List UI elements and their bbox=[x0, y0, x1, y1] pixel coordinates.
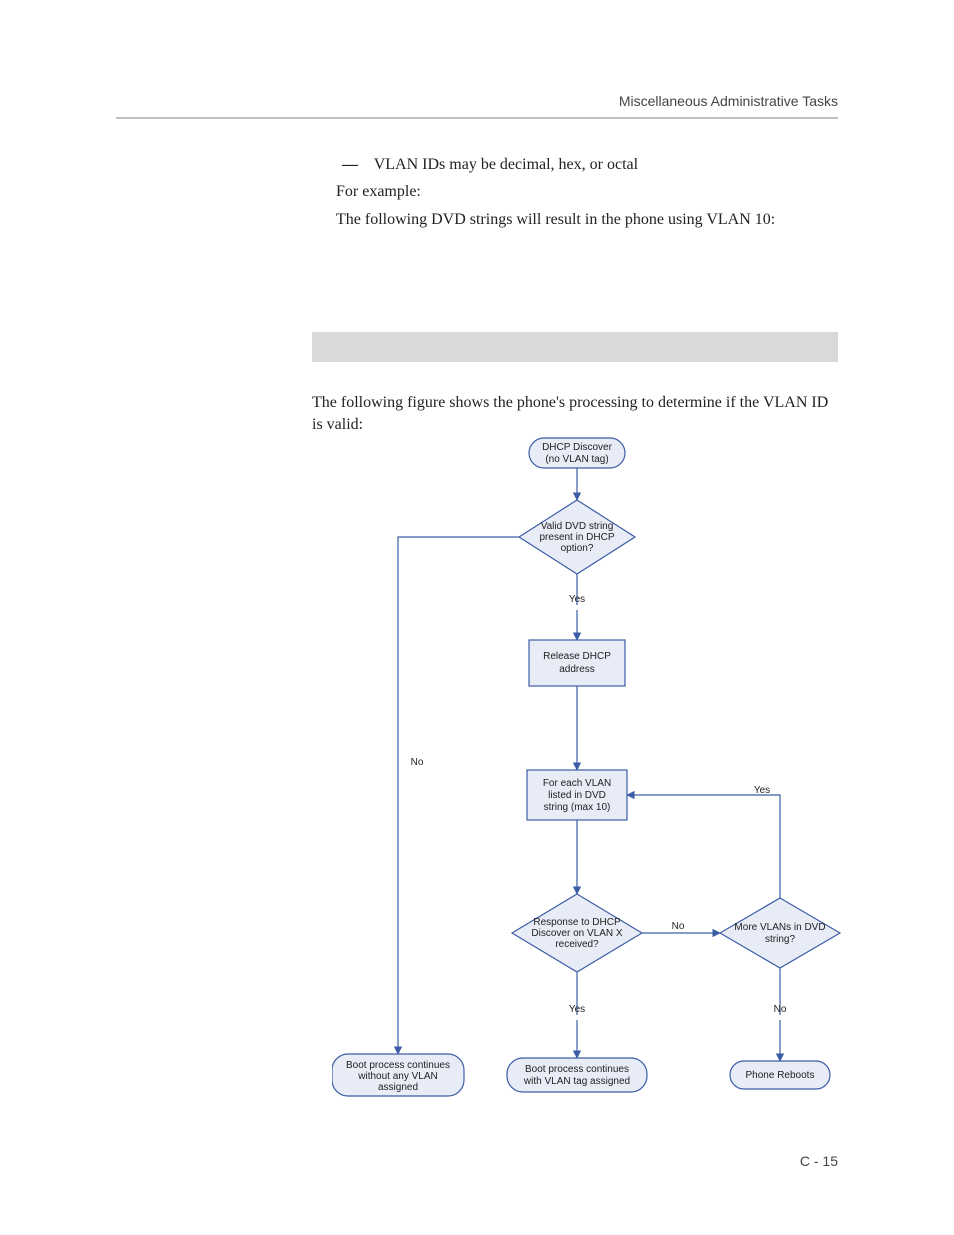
node-q3-line2: string? bbox=[765, 934, 795, 945]
node-start-line1: DHCP Discover bbox=[542, 442, 612, 453]
node-start-line2: (no VLAN tag) bbox=[545, 454, 608, 465]
header-rule bbox=[116, 117, 838, 119]
node-reboot-line1: Phone Reboots bbox=[746, 1070, 815, 1081]
node-q1-line1: Valid DVD string bbox=[541, 521, 614, 532]
node-q3-line1: More VLANs in DVD bbox=[734, 922, 825, 933]
label-no1: No bbox=[411, 757, 424, 768]
node-end-no-line1: Boot process continues bbox=[346, 1060, 450, 1071]
label-yes3: Yes bbox=[754, 785, 770, 796]
label-yes2: Yes bbox=[569, 1004, 585, 1015]
figure-intro: The following figure shows the phone's p… bbox=[312, 392, 838, 436]
grey-band bbox=[312, 332, 838, 362]
label-no3: No bbox=[774, 1004, 787, 1015]
page: Miscellaneous Administrative Tasks — VLA… bbox=[0, 0, 954, 1235]
node-end-no-line3: assigned bbox=[378, 1082, 418, 1093]
header-title: Miscellaneous Administrative Tasks bbox=[619, 93, 838, 109]
node-release bbox=[529, 640, 625, 686]
node-release-line2: address bbox=[559, 664, 595, 675]
node-q3 bbox=[720, 898, 840, 968]
flowchart: DHCP Discover (no VLAN tag) Valid DVD st… bbox=[332, 435, 842, 1135]
node-q1-line2: present in DHCP bbox=[539, 532, 614, 543]
node-release-line1: Release DHCP bbox=[543, 651, 611, 662]
edge-q1-no bbox=[398, 537, 519, 1054]
example-intro: For example: bbox=[336, 183, 421, 201]
bullet-vlan-ids: — VLAN IDs may be decimal, hex, or octal bbox=[342, 156, 638, 174]
node-foreach-line1: For each VLAN bbox=[543, 778, 611, 789]
edge-q3-foreach bbox=[627, 795, 780, 898]
node-q2-line2: Discover on VLAN X bbox=[531, 928, 622, 939]
node-end-yes-line2: with VLAN tag assigned bbox=[523, 1076, 630, 1087]
label-yes1: Yes bbox=[569, 594, 585, 605]
node-q2-line1: Response to DHCP bbox=[533, 917, 621, 928]
node-q2-line3: received? bbox=[555, 939, 599, 950]
node-foreach-line3: string (max 10) bbox=[544, 802, 611, 813]
bullet-dash-icon: — bbox=[342, 156, 358, 173]
node-q1-line3: option? bbox=[561, 543, 594, 554]
label-no2: No bbox=[672, 921, 685, 932]
example-line: The following DVD strings will result in… bbox=[336, 211, 775, 229]
bullet-text: VLAN IDs may be decimal, hex, or octal bbox=[374, 156, 638, 173]
node-end-no-line2: without any VLAN bbox=[357, 1071, 438, 1082]
node-foreach-line2: listed in DVD bbox=[548, 790, 606, 801]
node-end-yes-line1: Boot process continues bbox=[525, 1064, 629, 1075]
page-number: C - 15 bbox=[800, 1153, 838, 1169]
